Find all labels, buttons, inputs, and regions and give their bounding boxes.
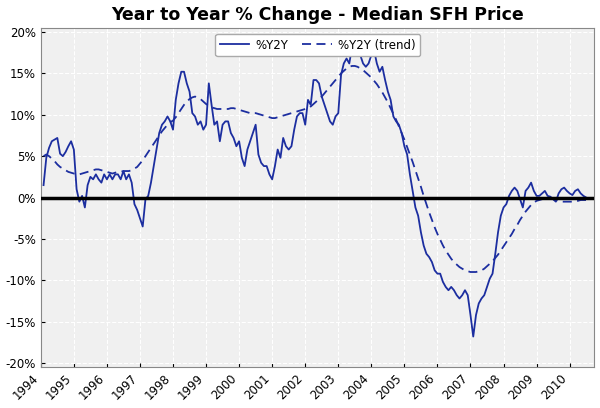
%Y2Y (trend) xyxy=(349,64,356,69)
%Y2Y xyxy=(448,284,455,289)
%Y2Y (trend) xyxy=(79,171,86,176)
Line: %Y2Y: %Y2Y xyxy=(44,39,586,337)
%Y2Y xyxy=(470,334,477,339)
%Y2Y xyxy=(519,205,526,210)
%Y2Y xyxy=(384,89,391,94)
%Y2Y (trend) xyxy=(112,170,119,175)
%Y2Y (trend) xyxy=(583,197,590,202)
%Y2Y (trend) xyxy=(550,197,557,202)
%Y2Y (trend) xyxy=(519,213,526,218)
%Y2Y xyxy=(79,193,86,198)
%Y2Y (trend) xyxy=(384,100,391,105)
%Y2Y xyxy=(112,172,119,177)
%Y2Y xyxy=(550,197,557,202)
Legend: %Y2Y, %Y2Y (trend): %Y2Y, %Y2Y (trend) xyxy=(215,34,420,56)
%Y2Y (trend) xyxy=(40,154,47,159)
%Y2Y (trend) xyxy=(448,256,455,261)
Line: %Y2Y (trend): %Y2Y (trend) xyxy=(44,66,586,272)
Title: Year to Year % Change - Median SFH Price: Year to Year % Change - Median SFH Price xyxy=(111,6,524,24)
%Y2Y xyxy=(583,195,590,200)
%Y2Y xyxy=(351,36,358,41)
%Y2Y xyxy=(40,183,47,188)
%Y2Y (trend) xyxy=(467,270,474,275)
